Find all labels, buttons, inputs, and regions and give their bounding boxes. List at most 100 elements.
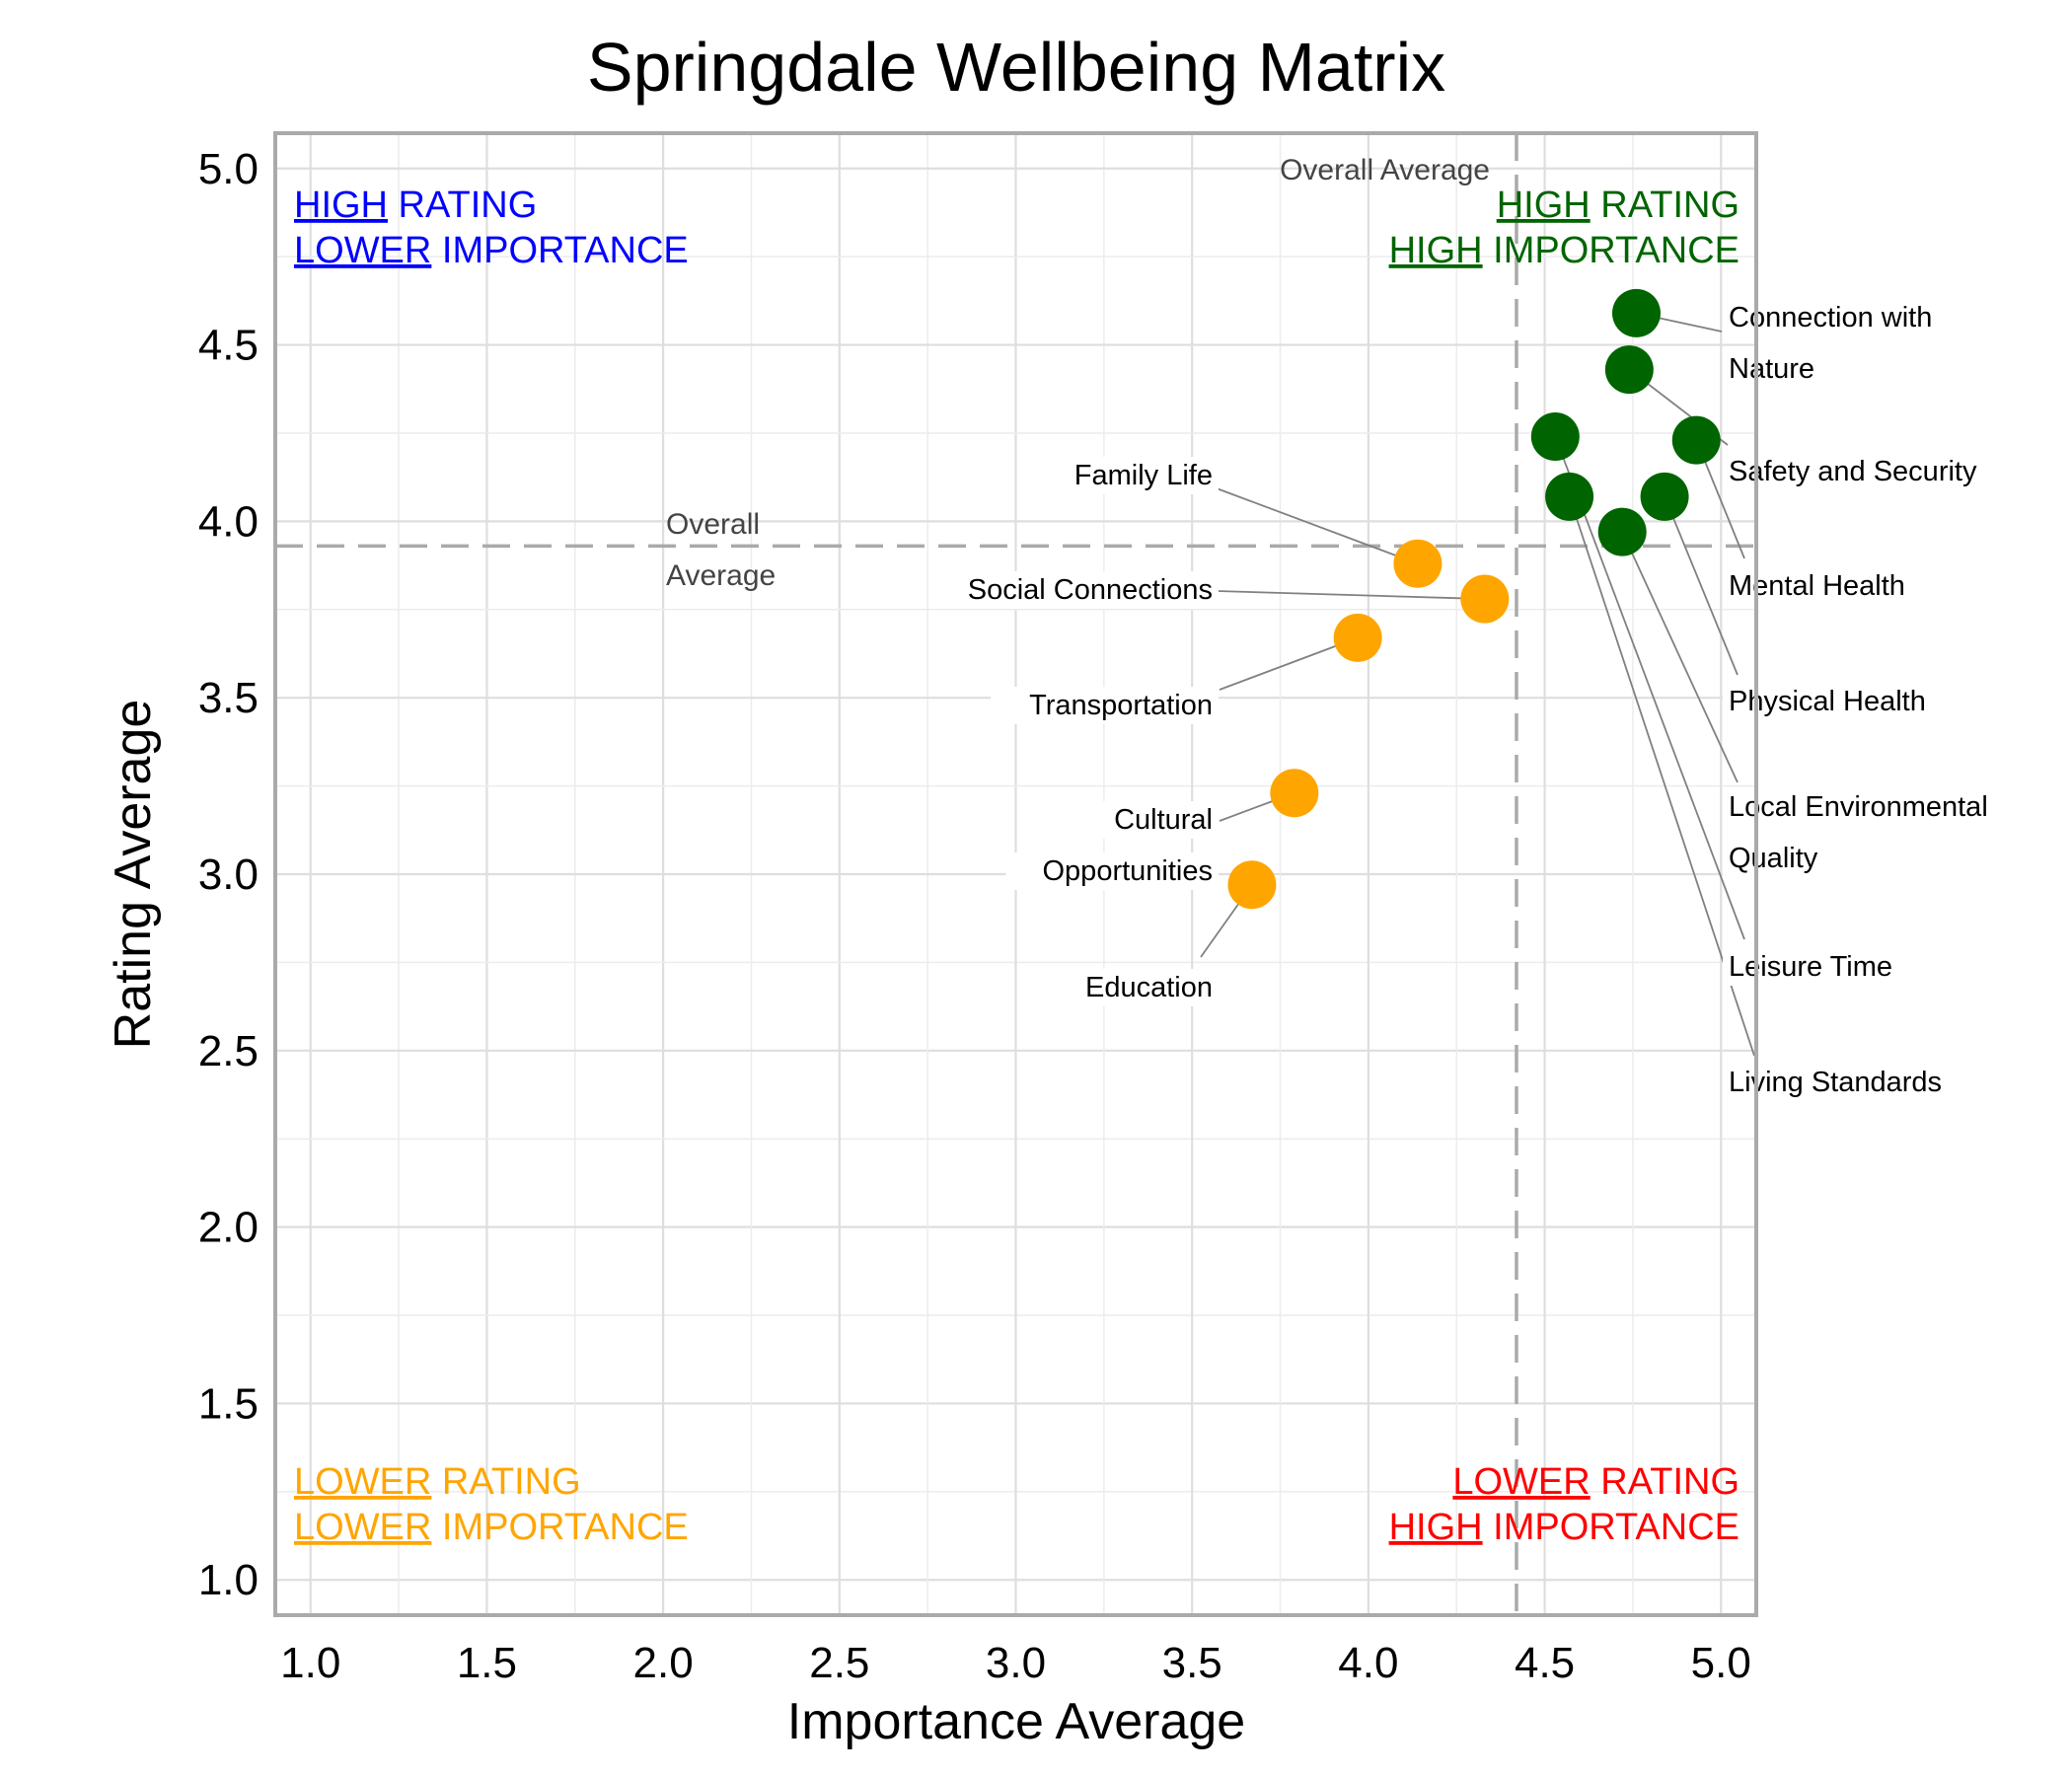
point-label-background — [1723, 299, 1966, 336]
data-point — [1460, 574, 1510, 624]
overall-average-lines: Overall Average Overall Average — [275, 133, 1756, 1615]
point-label: Leisure Time — [1729, 951, 1892, 983]
quadrant-label-bottom-left: LOWER RATING — [294, 1461, 581, 1503]
point-label-background — [1067, 969, 1219, 1006]
y-tick-label: 3.0 — [198, 851, 259, 899]
x-tick-label: 3.5 — [1162, 1639, 1222, 1687]
point-label: Social Connections — [968, 574, 1213, 606]
point-label: Safety and Security — [1729, 456, 1977, 487]
leader-line — [1664, 496, 1739, 676]
leader-line — [1621, 531, 1739, 783]
leader-line — [1216, 590, 1485, 600]
leader-lines — [1200, 312, 1755, 1057]
leader-line — [1216, 487, 1419, 565]
point-label-background — [1723, 788, 2028, 826]
quadrant-label-top-right: HIGH IMPORTANCE — [1389, 230, 1739, 271]
overall-average-x-label: Overall Average — [1280, 154, 1490, 186]
quadrant-underlined-word: HIGH — [1389, 1507, 1483, 1548]
data-point — [1333, 613, 1382, 662]
point-label-background — [1723, 350, 1828, 388]
point-label: Nature — [1729, 353, 1814, 385]
x-tick-label: 2.5 — [809, 1639, 869, 1687]
quadrant-label-top-right: HIGH RATING — [1497, 185, 1739, 226]
data-point — [1545, 472, 1594, 521]
point-label: Connection with — [1729, 302, 1932, 333]
point-label-background — [1723, 453, 2028, 490]
point-label-background — [991, 687, 1219, 724]
data-point — [1671, 415, 1721, 465]
y-tick-label: 5.0 — [198, 145, 259, 193]
point-label-background — [929, 571, 1219, 609]
quadrant-underlined-word: LOWER — [294, 1507, 431, 1548]
point-label: Family Life — [1074, 460, 1213, 491]
y-tick-label: 1.5 — [198, 1379, 259, 1428]
x-tick-label: 4.5 — [1515, 1639, 1575, 1687]
point-label: Opportunities — [1043, 855, 1214, 887]
data-point — [1604, 345, 1654, 395]
quadrant-label-bottom-right: LOWER RATING — [1452, 1461, 1739, 1503]
overall-average-y-label: Overall — [666, 508, 760, 541]
quadrant-label-rest: IMPORTANCE — [1483, 1507, 1739, 1548]
quadrant-label-rest: IMPORTANCE — [1483, 230, 1739, 271]
quadrant-underlined-word: LOWER — [294, 230, 431, 271]
overall-average-y-label: Average — [666, 559, 776, 592]
quadrant-label-rest: IMPORTANCE — [431, 1507, 688, 1548]
quadrant-label-bottom-right: HIGH IMPORTANCE — [1389, 1507, 1739, 1548]
data-point — [1597, 507, 1647, 556]
quadrant-label-rest: IMPORTANCE — [431, 230, 688, 271]
leader-line — [1554, 436, 1745, 940]
plot-border — [273, 131, 1758, 1617]
data-point — [1530, 412, 1580, 462]
x-tick-label: 2.0 — [633, 1639, 694, 1687]
point-label: Local Environmental — [1729, 791, 1988, 823]
data-point — [1640, 472, 1689, 521]
y-tick-label: 1.0 — [198, 1556, 259, 1604]
y-tick-label: 4.0 — [198, 497, 259, 546]
quadrant-underlined-word: LOWER — [1452, 1461, 1590, 1503]
point-label: Transportation — [1029, 690, 1213, 721]
y-axis-label: Rating Average — [105, 700, 162, 1050]
data-points — [1227, 288, 1721, 910]
quadrant-underlined-word: LOWER — [294, 1461, 431, 1503]
x-tick-label: 4.0 — [1338, 1639, 1398, 1687]
y-tick-label: 3.5 — [198, 674, 259, 722]
point-label-background — [1082, 801, 1219, 839]
point-label-background — [1723, 840, 1844, 877]
x-tick-label: 3.0 — [986, 1639, 1046, 1687]
y-tick-label: 4.5 — [198, 322, 259, 370]
y-tick-label: 2.5 — [198, 1027, 259, 1075]
point-label: Education — [1085, 972, 1213, 1003]
x-tick-label: 1.5 — [457, 1639, 517, 1687]
data-point — [1270, 769, 1319, 818]
point-label: Living Standards — [1729, 1067, 1942, 1098]
leader-line — [1219, 636, 1359, 691]
quadrant-underlined-word: HIGH — [294, 185, 388, 226]
quadrant-label-rest: RATING — [388, 185, 537, 226]
x-axis-label: Importance Average — [787, 1693, 1245, 1750]
y-tick-label: 2.0 — [198, 1204, 259, 1252]
point-label: Quality — [1729, 843, 1818, 874]
axis-ticks: 1.0 1.5 2.0 2.5 3.0 3.5 4.0 4.5 5.0 1.0 1.5 2.0 2.5 3… — [198, 145, 1751, 1687]
point-label-background — [1005, 852, 1219, 890]
data-point — [1611, 288, 1661, 337]
quadrant-label-bottom-left: LOWER IMPORTANCE — [294, 1507, 689, 1548]
quadrant-label-rest: RATING — [1591, 185, 1739, 226]
point-label-background — [1036, 457, 1219, 494]
grid — [275, 133, 1756, 1615]
quadrant-label-top-left: HIGH RATING — [294, 185, 537, 226]
quadrant-underlined-word: HIGH — [1389, 230, 1483, 271]
point-label-background — [1723, 1064, 1981, 1101]
quadrant-underlined-word: HIGH — [1497, 185, 1591, 226]
quadrant-label-top-left: LOWER IMPORTANCE — [294, 230, 689, 271]
x-tick-label: 5.0 — [1691, 1639, 1751, 1687]
data-point — [1227, 860, 1277, 910]
chart-title: Springdale Wellbeing Matrix — [587, 29, 1445, 106]
data-point — [1393, 539, 1443, 588]
quadrant-label-rest: RATING — [431, 1461, 580, 1503]
quadrant-label-rest: RATING — [1591, 1461, 1739, 1503]
point-label: Cultural — [1114, 804, 1213, 836]
point-label-background — [1723, 683, 1966, 720]
point-label: Physical Health — [1729, 686, 1926, 717]
